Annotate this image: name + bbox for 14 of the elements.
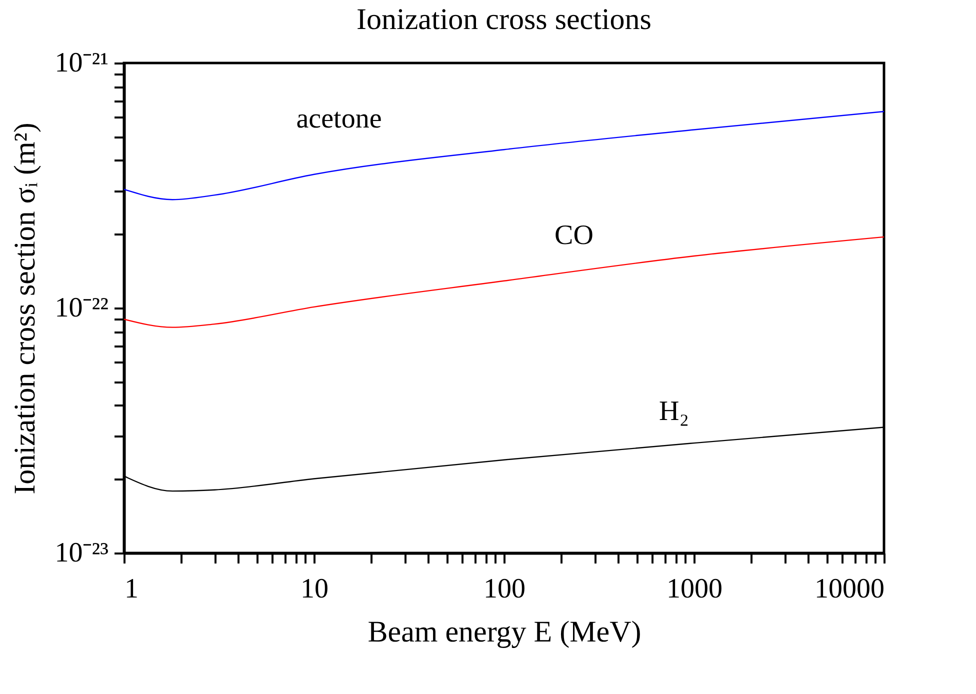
series-label: CO (554, 220, 594, 251)
x-tick-label: 1 (124, 574, 138, 604)
y-tick-label: 10⁻²² (54, 292, 108, 324)
x-tick-label: 1000 (666, 574, 722, 604)
series-label: acetone (296, 103, 382, 134)
chart-title: Ionization cross sections (356, 3, 652, 36)
x-axis-title: Beam energy E (MeV) (368, 616, 642, 648)
y-tick-label: 10⁻²³ (54, 538, 108, 568)
series-label: H₂ (659, 396, 689, 427)
y-tick-label: 10⁻²¹ (54, 48, 108, 78)
y-axis-title: Ionization cross section σᵢ (m²) (8, 122, 42, 494)
x-tick-label: 10000 (814, 574, 884, 604)
x-tick-label: 10 (300, 574, 328, 604)
x-tick-label: 100 (484, 574, 526, 604)
